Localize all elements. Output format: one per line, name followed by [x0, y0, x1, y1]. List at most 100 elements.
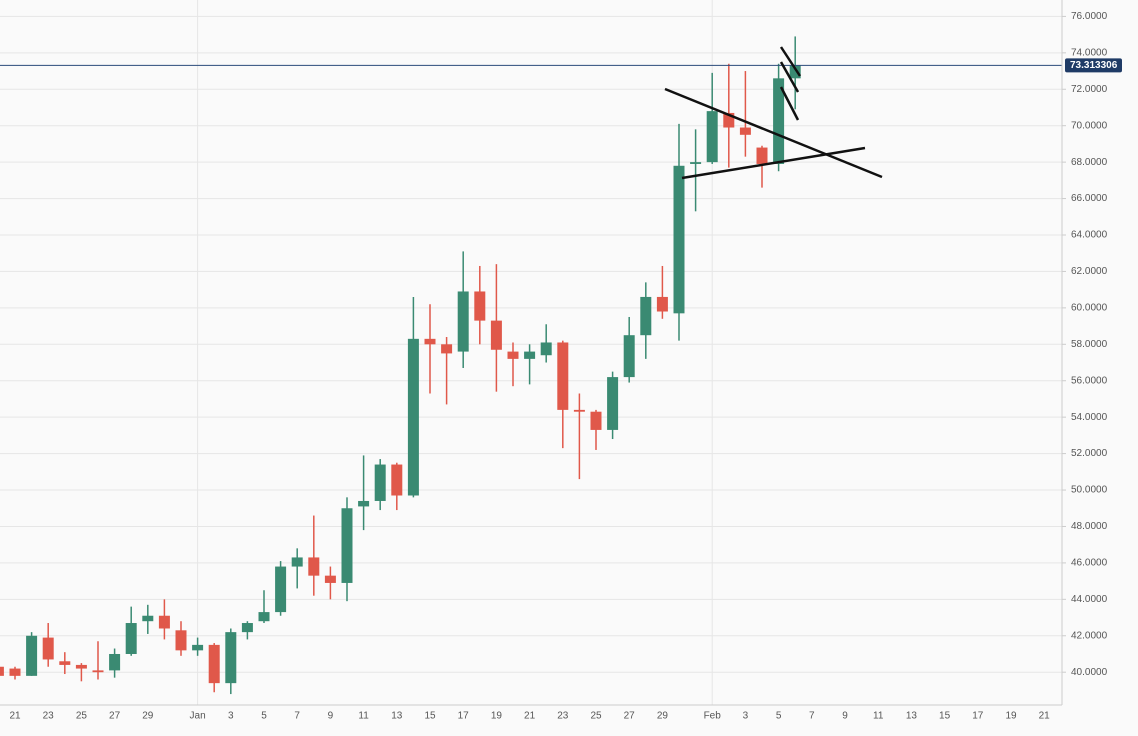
- x-tick-label: 19: [1005, 711, 1017, 722]
- candle-body: [109, 653, 121, 671]
- x-tick-label: 5: [776, 711, 782, 722]
- grid: [0, 0, 1066, 705]
- x-tick-label: 25: [76, 711, 88, 722]
- candle-body: [557, 342, 569, 410]
- x-tick-label: Jan: [190, 711, 206, 722]
- trend-line: [779, 86, 800, 121]
- candle-body: [175, 630, 187, 651]
- x-tick-label: 29: [142, 711, 154, 722]
- candle-body: [756, 147, 768, 164]
- candle-body: [59, 661, 71, 665]
- y-tick-label: 50.0000: [1071, 485, 1108, 496]
- x-tick-label: 9: [842, 711, 848, 722]
- x-tick-label: 27: [624, 711, 636, 722]
- y-tick-label: 74.0000: [1071, 47, 1108, 58]
- y-tick-label: 52.0000: [1071, 448, 1108, 459]
- y-tick-label: 60.0000: [1071, 303, 1108, 314]
- x-tick-label: 21: [524, 711, 536, 722]
- x-tick-label: 25: [590, 711, 602, 722]
- candle-body: [424, 338, 436, 345]
- x-tick-label: 3: [228, 711, 234, 722]
- candle-body: [208, 644, 220, 684]
- trend-line: [681, 146, 866, 180]
- x-tick-label: 3: [743, 711, 749, 722]
- candle-body: [607, 377, 619, 430]
- candle-body: [291, 557, 303, 567]
- candle-body: [26, 635, 38, 676]
- candle-body: [524, 351, 536, 359]
- candle-body: [241, 623, 253, 633]
- candle-body: [573, 409, 585, 412]
- x-tick-label: Feb: [704, 711, 722, 722]
- y-tick-label: 62.0000: [1071, 266, 1108, 277]
- candle-body: [407, 338, 419, 496]
- candle-body: [225, 632, 237, 684]
- trend-lines: [664, 46, 883, 180]
- candle-body: [42, 637, 54, 660]
- candle-body: [192, 644, 204, 651]
- y-tick-label: 56.0000: [1071, 375, 1108, 386]
- x-tick-label: 21: [1039, 711, 1051, 722]
- candle-body: [324, 575, 336, 583]
- trend-line: [779, 46, 802, 77]
- x-tick-label: 17: [458, 711, 470, 722]
- x-tick-label: 7: [294, 711, 300, 722]
- candle-body: [142, 615, 154, 622]
- x-tick-label: 15: [939, 711, 951, 722]
- candle-body: [690, 162, 702, 164]
- candle-body: [490, 320, 502, 350]
- candle-body: [773, 78, 785, 164]
- x-tick-label: 7: [809, 711, 815, 722]
- candle-body: [158, 615, 170, 629]
- x-tick-label: 21: [9, 711, 21, 722]
- x-tick-label: 11: [358, 711, 369, 722]
- candle-body: [75, 664, 87, 669]
- x-tick-label: 19: [491, 711, 503, 722]
- candle-body: [673, 165, 685, 314]
- candle-body: [341, 508, 353, 583]
- candle-body: [590, 411, 602, 430]
- x-tick-label: 23: [557, 711, 569, 722]
- candle-body: [0, 666, 4, 676]
- y-tick-label: 72.0000: [1071, 84, 1108, 95]
- candle-body: [374, 464, 386, 501]
- y-tick-label: 68.0000: [1071, 157, 1108, 168]
- x-tick-label: 5: [261, 711, 267, 722]
- candle-body: [474, 291, 486, 321]
- y-tick-label: 40.0000: [1071, 667, 1108, 678]
- candle-body: [9, 668, 21, 676]
- candle-body: [391, 464, 403, 496]
- x-tick-label: 15: [424, 711, 436, 722]
- candle-body: [656, 296, 668, 312]
- x-tick-label: 17: [972, 711, 984, 722]
- last-price-badge: [1065, 58, 1122, 73]
- candle-body: [258, 612, 270, 622]
- y-tick-label: 76.0000: [1071, 11, 1108, 22]
- axis-labels: 40.0000 42.0000 44.0000 46.0000 48.0000 50.00…: [9, 11, 1122, 722]
- candle-body: [540, 342, 552, 356]
- trend-line: [664, 87, 883, 179]
- y-tick-label: 58.0000: [1071, 339, 1108, 350]
- y-tick-label: 46.0000: [1071, 558, 1108, 569]
- candle-body: [358, 500, 370, 507]
- y-tick-label: 70.0000: [1071, 120, 1108, 131]
- candle-body: [125, 623, 137, 654]
- trend-line: [779, 61, 800, 93]
- candle-body: [457, 291, 469, 352]
- candle-body: [623, 335, 635, 378]
- x-tick-label: 27: [109, 711, 121, 722]
- x-tick-label: 11: [873, 711, 884, 722]
- candle-body: [441, 344, 453, 354]
- y-tick-label: 42.0000: [1071, 630, 1108, 641]
- last-price-label: 73.313306: [1070, 60, 1118, 71]
- candles: [0, 36, 1062, 695]
- candle-body: [92, 670, 104, 673]
- candle-body: [789, 65, 801, 79]
- y-tick-label: 64.0000: [1071, 230, 1108, 241]
- y-tick-label: 54.0000: [1071, 412, 1108, 423]
- x-tick-label: 29: [657, 711, 669, 722]
- candle-body: [640, 296, 652, 336]
- x-tick-label: 23: [43, 711, 55, 722]
- x-tick-label: 13: [906, 711, 918, 722]
